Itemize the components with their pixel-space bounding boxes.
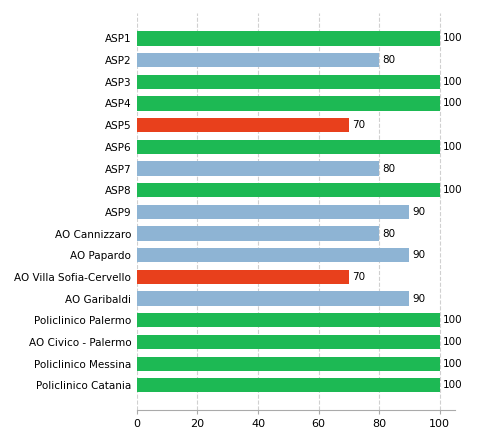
Bar [137, 335, 439, 349]
Text: 100: 100 [442, 337, 461, 347]
Bar [137, 140, 439, 154]
Text: 80: 80 [381, 228, 394, 239]
Bar [137, 96, 439, 111]
Text: 70: 70 [351, 272, 364, 282]
Text: 80: 80 [381, 164, 394, 173]
Bar [137, 248, 408, 262]
Bar [137, 205, 408, 219]
Bar [137, 161, 378, 176]
Text: 100: 100 [442, 77, 461, 87]
Text: 100: 100 [442, 185, 461, 195]
Text: 70: 70 [351, 120, 364, 130]
Bar [137, 53, 378, 67]
Bar [137, 118, 348, 132]
Text: 100: 100 [442, 315, 461, 325]
Text: 100: 100 [442, 142, 461, 152]
Text: 80: 80 [381, 55, 394, 65]
Text: 100: 100 [442, 99, 461, 108]
Text: 90: 90 [411, 293, 425, 304]
Bar [137, 270, 348, 284]
Bar [137, 313, 439, 327]
Bar [137, 31, 439, 45]
Text: 90: 90 [411, 207, 425, 217]
Text: 100: 100 [442, 380, 461, 390]
Bar [137, 227, 378, 240]
Text: 100: 100 [442, 359, 461, 368]
Bar [137, 75, 439, 89]
Bar [137, 183, 439, 197]
Bar [137, 356, 439, 371]
Text: 100: 100 [442, 33, 461, 43]
Bar [137, 378, 439, 392]
Text: 90: 90 [411, 250, 425, 260]
Bar [137, 292, 408, 306]
